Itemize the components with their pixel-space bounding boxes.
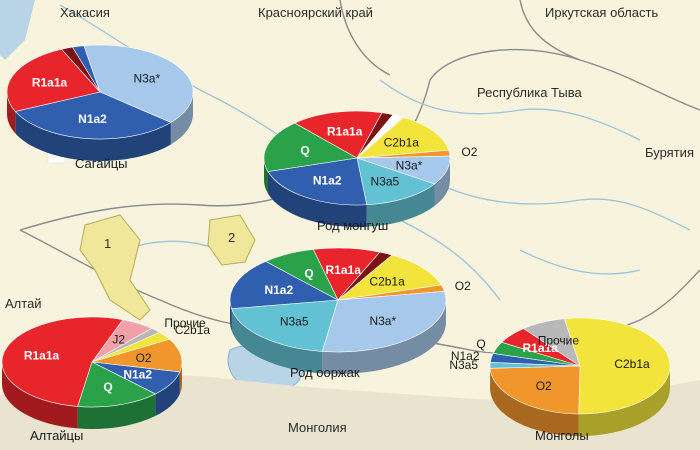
- pie-side-wall: [2, 362, 78, 429]
- pie-title: Монголы: [535, 428, 589, 443]
- pie-slice-r1a1a: [1, 316, 124, 407]
- pie-label: R1a1a: [326, 263, 362, 277]
- pie-label: Q: [476, 337, 485, 351]
- pie-slice-o2: [489, 365, 581, 415]
- pie-label: C2b1a: [384, 135, 420, 149]
- pie-label: C2b1a: [614, 357, 650, 371]
- pie-slice-c2b1a: [336, 254, 442, 301]
- pie-label: C2b1a: [369, 274, 405, 288]
- pie-label: N3a*: [396, 158, 423, 172]
- label-buryatia: Бурятия: [645, 145, 694, 160]
- pie-label: R1a1a: [32, 75, 68, 89]
- pie-side-wall: [264, 158, 268, 194]
- pie-label: N3a*: [133, 72, 160, 86]
- pie-label: N3a5: [449, 358, 478, 372]
- pie-title: Род ооржак: [290, 365, 360, 380]
- pie-side-wall: [155, 371, 180, 416]
- pie-label: C2b1a: [175, 323, 211, 337]
- label-krasnoyarsk: Красноярский край: [258, 5, 373, 20]
- pie-slice-c2b1a: [356, 116, 450, 159]
- pie-side-wall: [267, 171, 367, 227]
- pie-label: R1a1a: [327, 125, 363, 139]
- pie-slice-q: [263, 122, 358, 172]
- pie-slice-r1a1a: [294, 110, 383, 159]
- pie-slice-white: [356, 114, 405, 159]
- pie-side-wall: [578, 366, 670, 436]
- pie-side-wall: [366, 184, 435, 227]
- pie-label: N1a2: [123, 368, 152, 382]
- pie-slice-n1a2: [14, 91, 172, 140]
- pie-label: N1a2: [313, 174, 342, 188]
- pie-slice-c2b1a: [563, 317, 671, 415]
- pie-label: N1a2: [451, 349, 480, 363]
- label-mongolia: Монголия: [288, 420, 347, 435]
- pie-label: O2: [461, 145, 477, 159]
- pie-2: C2b1a O2 N3a* N3a5 N1a2 Q R1a1a Род монгуш: [263, 110, 478, 233]
- pie-label: Q: [304, 266, 313, 280]
- pie-slice-r1a1a: [6, 48, 101, 112]
- lake-west: [0, 0, 35, 60]
- pie-side-wall: [15, 111, 171, 161]
- pie-slice-n3a5: [356, 157, 436, 206]
- pie-label: Прочие: [538, 334, 580, 348]
- pie-side-wall: [490, 368, 579, 436]
- pie-label: J2: [112, 333, 125, 347]
- pie-label: N1a2: [78, 112, 107, 126]
- pie-slice-n1a2: [229, 261, 340, 309]
- pie-slice-q: [77, 361, 157, 408]
- pie-label: Q: [103, 380, 112, 394]
- label-irkutsk: Иркутская область: [545, 5, 658, 20]
- area-1: [79, 214, 151, 321]
- pie-slice-n3a-: [83, 44, 194, 123]
- pie-label: N3a*: [369, 314, 396, 328]
- pie-label: N1a2: [264, 283, 293, 297]
- pie-label: Прочие: [164, 316, 206, 330]
- pie-label: Q: [300, 144, 309, 158]
- pie-title: Сагайцы: [75, 156, 128, 171]
- label-area-2: 2: [228, 230, 235, 245]
- label-area-1: 1: [104, 236, 111, 251]
- pie-slice-n1a2: [72, 45, 101, 93]
- pie-side-wall: [77, 393, 156, 429]
- pie-side-wall: [322, 300, 446, 374]
- pie-side-wall: [231, 308, 323, 374]
- pie-label: N3a5: [371, 174, 400, 188]
- pie-3: C2b1a O2 N3a* N3a5 N1a2 Q R1a1a Род ооржак: [229, 247, 471, 380]
- pie-label: N3a5: [280, 315, 309, 329]
- pie-1: N3a* N1a2 R1a1a Сагайцы: [6, 44, 194, 171]
- pie-slice-dark: [337, 251, 393, 301]
- pie-side-wall: [179, 362, 182, 394]
- label-altai: Алтай: [5, 296, 42, 311]
- area-2: [207, 214, 256, 266]
- pie-side-wall: [170, 92, 193, 145]
- pie-charts: N3a*N1a2R1a1aСагайцыC2b1aO2N3a*N3a5N1a2Q…: [1, 44, 671, 443]
- label-tuva: Республика Тыва: [477, 85, 583, 100]
- label-khakassia: Хакасия: [60, 5, 110, 20]
- pie-label: O2: [455, 279, 471, 293]
- pie-slice-прочие: [522, 318, 581, 367]
- pie-slice-n1a2: [267, 157, 368, 206]
- pie-side-wall: [434, 158, 450, 207]
- pie-label: O2: [536, 379, 552, 393]
- pie-title: Алтайцы: [30, 428, 83, 443]
- pie-label: R1a1a: [24, 348, 60, 362]
- pie-slice-o2: [91, 338, 183, 373]
- pie-label: R1a1a: [523, 341, 559, 355]
- pie-title: Род монгуш: [317, 218, 388, 233]
- pie-slice-n3a-: [321, 291, 447, 353]
- pie-label: O2: [136, 351, 152, 365]
- pie-slice-n3a5: [231, 299, 339, 352]
